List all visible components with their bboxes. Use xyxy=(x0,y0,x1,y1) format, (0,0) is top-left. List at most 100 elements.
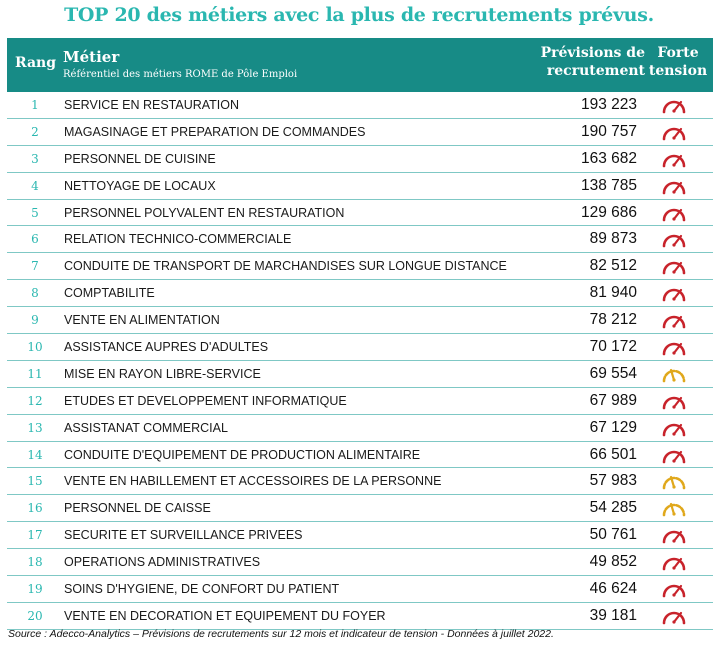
row-prevision: 89 873 xyxy=(589,230,637,248)
header-rang: Rang xyxy=(15,55,56,71)
table-row: 12 ETUDES ET DEVELOPPEMENT INFORMATIQUE 67… xyxy=(7,388,713,415)
row-rang: 4 xyxy=(31,178,39,193)
row-rang: 20 xyxy=(27,608,43,623)
table-row: 5 PERSONNEL POLYVALENT EN RESTAURATION 129… xyxy=(7,200,713,227)
row-rang: 15 xyxy=(27,474,43,489)
row-metier: MAGASINAGE ET PREPARATION DE COMMANDES xyxy=(64,124,366,139)
gauge-icon xyxy=(661,338,687,356)
header-tension-line1: Forte xyxy=(657,45,699,61)
row-rang: 1 xyxy=(31,98,39,112)
table-row: 6 RELATION TECHNICO-COMMERCIALE 89 873 xyxy=(7,226,713,254)
row-prevision: 66 501 xyxy=(589,445,637,463)
gauge-icon xyxy=(661,311,687,329)
gauge-icon xyxy=(661,177,687,195)
row-prevision: 54 285 xyxy=(589,499,637,517)
row-prevision: 81 940 xyxy=(589,284,637,302)
row-rang: 6 xyxy=(31,232,39,247)
row-rang: 9 xyxy=(31,313,39,328)
gauge-icon xyxy=(661,96,687,114)
row-metier: RELATION TECHNICO-COMMERCIALE xyxy=(64,232,292,247)
row-rang: 12 xyxy=(27,393,43,408)
header-previsions: Prévisions de recrutement xyxy=(535,44,645,80)
table-row: 10 ASSISTANCE AUPRES D'ADULTES 70 172 xyxy=(7,334,713,361)
row-metier: CONDUITE D'EQUIPEMENT DE PRODUCTION ALIM… xyxy=(64,447,421,462)
row-prevision: 50 761 xyxy=(589,526,637,544)
row-rang: 18 xyxy=(27,555,43,570)
row-rang: 3 xyxy=(31,151,39,166)
row-rang: 8 xyxy=(31,286,39,301)
row-prevision: 46 624 xyxy=(589,580,637,598)
row-prevision: 39 181 xyxy=(589,606,637,624)
table-row: 13 ASSISTANAT COMMERCIAL 67 129 xyxy=(7,415,713,442)
header-metier-subtitle: Référentiel des métiers ROME de Pôle Emp… xyxy=(63,69,298,80)
header-metier: Métier xyxy=(63,48,120,66)
row-prevision: 78 212 xyxy=(589,311,637,329)
page-title: TOP 20 des métiers avec la plus de recru… xyxy=(64,4,654,26)
gauge-icon xyxy=(661,446,687,464)
row-rang: 13 xyxy=(27,420,43,435)
table-row: 16 PERSONNEL DE CAISSE 54 285 xyxy=(7,495,713,523)
row-metier: VENTE EN DECORATION ET EQUIPEMENT DU FOY… xyxy=(64,608,386,623)
gauge-icon xyxy=(661,419,687,437)
row-rang: 16 xyxy=(27,501,43,516)
row-metier: NETTOYAGE DE LOCAUX xyxy=(64,178,216,193)
row-metier: SOINS D'HYGIENE, DE CONFORT DU PATIENT xyxy=(64,582,340,597)
table-row: 8 COMPTABILITE 81 940 xyxy=(7,280,713,308)
gauge-icon xyxy=(661,204,687,222)
row-prevision: 190 757 xyxy=(580,122,637,140)
gauge-icon xyxy=(661,526,687,544)
row-prevision: 193 223 xyxy=(580,96,637,113)
table-row: 2 MAGASINAGE ET PREPARATION DE COMMANDES 1… xyxy=(7,119,713,146)
row-metier: ASSISTANAT COMMERCIAL xyxy=(64,420,228,435)
table-header: Rang Métier Référentiel des métiers ROME… xyxy=(7,38,713,92)
gauge-icon xyxy=(661,230,687,248)
table-row: 15 VENTE EN HABILLEMENT ET ACCESSOIRES DE… xyxy=(7,468,713,496)
table-row: 19 SOINS D'HYGIENE, DE CONFORT DU PATIENT… xyxy=(7,576,713,603)
row-rang: 14 xyxy=(27,447,43,462)
gauge-icon xyxy=(661,553,687,571)
gauge-icon xyxy=(661,123,687,141)
gauge-icon xyxy=(661,392,687,410)
gauge-icon xyxy=(661,365,687,383)
row-rang: 7 xyxy=(31,259,39,274)
table-row: 14 CONDUITE D'EQUIPEMENT DE PRODUCTION AL… xyxy=(7,442,713,469)
gauge-icon xyxy=(661,150,687,168)
row-metier: COMPTABILITE xyxy=(64,286,155,301)
table-row: 1 SERVICE EN RESTAURATION 193 223 xyxy=(7,92,713,119)
header-tension: Forte tension xyxy=(645,44,711,80)
gauge-icon xyxy=(661,580,687,598)
row-prevision: 138 785 xyxy=(580,176,637,194)
header-tension-line2: tension xyxy=(648,63,708,79)
row-prevision: 69 554 xyxy=(589,364,637,382)
row-rang: 5 xyxy=(31,205,39,220)
row-metier: CONDUITE DE TRANSPORT DE MARCHANDISES SU… xyxy=(64,259,507,274)
gauge-icon xyxy=(661,607,687,625)
row-metier: PERSONNEL POLYVALENT EN RESTAURATION xyxy=(64,205,345,220)
table-row: 17 SECURITE ET SURVEILLANCE PRIVEES 50 761 xyxy=(7,522,713,550)
gauge-icon xyxy=(661,257,687,275)
row-prevision: 67 989 xyxy=(589,391,637,409)
row-metier: SERVICE EN RESTAURATION xyxy=(64,98,240,112)
row-metier: MISE EN RAYON LIBRE-SERVICE xyxy=(64,366,261,381)
row-metier: SECURITE ET SURVEILLANCE PRIVEES xyxy=(64,528,303,543)
table-row: 18 OPERATIONS ADMINISTRATIVES 49 852 xyxy=(7,549,713,577)
row-prevision: 57 983 xyxy=(589,472,637,490)
table-row: 9 VENTE EN ALIMENTATION 78 212 xyxy=(7,307,713,335)
row-prevision: 129 686 xyxy=(580,203,637,221)
table-row: 7 CONDUITE DE TRANSPORT DE MARCHANDISES S… xyxy=(7,253,713,281)
row-metier: ETUDES ET DEVELOPPEMENT INFORMATIQUE xyxy=(64,393,347,408)
table-row: 4 NETTOYAGE DE LOCAUX 138 785 xyxy=(7,173,713,200)
table-body: 1 SERVICE EN RESTAURATION 193 223 2 MAGASINA… xyxy=(7,92,713,630)
row-prevision: 49 852 xyxy=(589,553,637,571)
table-row: 11 MISE EN RAYON LIBRE-SERVICE 69 554 xyxy=(7,361,713,388)
row-prevision: 67 129 xyxy=(589,418,637,436)
row-prevision: 70 172 xyxy=(589,338,637,356)
source-note: Source : Adecco-Analytics – Prévisions d… xyxy=(8,628,554,640)
row-prevision: 82 512 xyxy=(589,257,637,275)
row-rang: 19 xyxy=(27,582,43,597)
gauge-icon xyxy=(661,472,687,490)
row-metier: VENTE EN HABILLEMENT ET ACCESSOIRES DE L… xyxy=(64,474,442,489)
row-prevision: 163 682 xyxy=(580,149,637,167)
row-metier: PERSONNEL DE CAISSE xyxy=(64,501,211,516)
row-metier: PERSONNEL DE CUISINE xyxy=(64,151,216,166)
